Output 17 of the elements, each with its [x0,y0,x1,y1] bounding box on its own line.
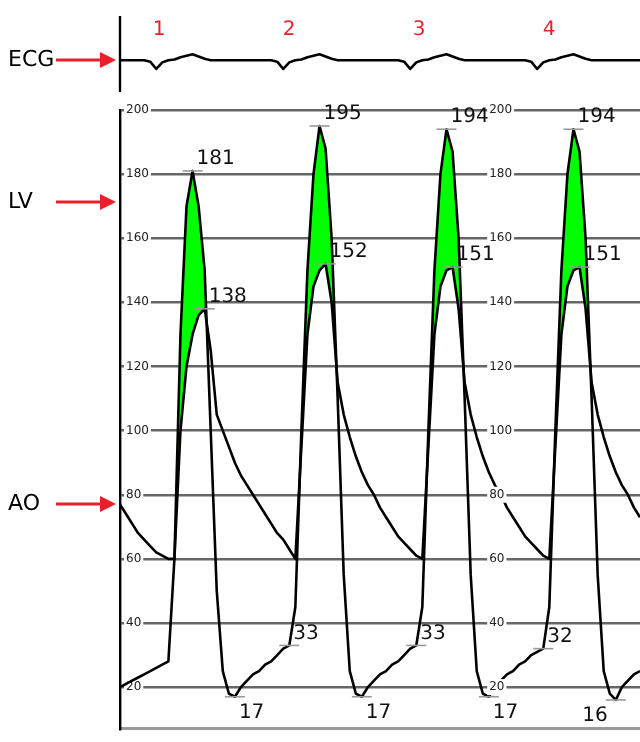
text: LV [8,185,33,218]
text: ECG [8,44,55,77]
text: AO [8,488,40,521]
text: 3 [412,19,426,42]
data-label: 194 [450,106,489,129]
text: 1 [152,19,166,42]
data-label: 33 [293,622,319,645]
data-label: 16 [582,705,608,728]
data-label: 17 [365,701,392,724]
text: 4 [542,19,556,42]
text: 2 [282,19,296,42]
data-label: 17 [238,701,265,724]
data-label: 32 [547,625,573,648]
data-label: 33 [420,622,446,645]
data-label: 181 [196,148,235,171]
data-label: 194 [577,106,616,129]
data-label: 17 [492,701,519,724]
